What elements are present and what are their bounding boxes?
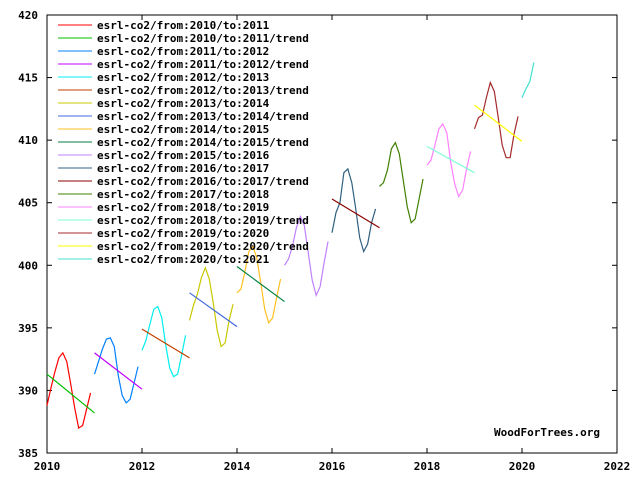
legend-label: esrl-co2/from:2017/to:2018 bbox=[97, 188, 269, 201]
legend-label: esrl-co2/from:2013/to:2014 bbox=[97, 97, 270, 110]
series-line bbox=[426, 122, 472, 198]
trend-line bbox=[141, 328, 190, 359]
trend-line bbox=[426, 145, 475, 174]
watermark: WoodForTrees.org bbox=[494, 426, 600, 439]
legend-label: esrl-co2/from:2013/to:2014/trend bbox=[97, 110, 309, 123]
legend-label: esrl-co2/from:2010/to:2011/trend bbox=[97, 32, 309, 45]
x-tick-label: 2018 bbox=[414, 460, 441, 473]
y-tick-label: 420 bbox=[18, 9, 38, 22]
y-tick-label: 400 bbox=[18, 259, 38, 272]
series-line bbox=[331, 167, 377, 254]
x-tick-label: 2020 bbox=[509, 460, 536, 473]
x-tick-label: 2012 bbox=[129, 460, 156, 473]
y-tick-label: 395 bbox=[18, 322, 38, 335]
legend-label: esrl-co2/from:2012/to:2013 bbox=[97, 71, 269, 84]
y-tick-label: 390 bbox=[18, 384, 38, 397]
legend-label: esrl-co2/from:2016/to:2017 bbox=[97, 162, 269, 175]
y-tick-label: 385 bbox=[18, 447, 38, 460]
series-line bbox=[283, 214, 329, 298]
trend-line bbox=[331, 198, 380, 229]
series-line bbox=[188, 266, 234, 348]
trend-line bbox=[474, 104, 523, 142]
trend-line bbox=[189, 292, 238, 328]
legend-label: esrl-co2/from:2019/to:2020 bbox=[97, 227, 269, 240]
legend-label: esrl-co2/from:2014/to:2015 bbox=[97, 123, 269, 136]
legend-label: esrl-co2/from:2019/to:2020/trend bbox=[97, 240, 309, 253]
legend-label: esrl-co2/from:2011/to:2012 bbox=[97, 45, 269, 58]
series-line bbox=[236, 245, 282, 325]
y-tick-label: 415 bbox=[18, 72, 38, 85]
y-tick-label: 405 bbox=[18, 197, 38, 210]
legend-label: esrl-co2/from:2014/to:2015/trend bbox=[97, 136, 309, 149]
trend-line bbox=[236, 266, 285, 303]
x-tick-label: 2014 bbox=[224, 460, 251, 473]
legend-label: esrl-co2/from:2018/to:2019/trend bbox=[97, 214, 309, 227]
series-line bbox=[141, 305, 187, 378]
legend-label: esrl-co2/from:2016/to:2017/trend bbox=[97, 175, 309, 188]
trend-line bbox=[46, 373, 95, 414]
legend-label: esrl-co2/from:2020/to:2021 bbox=[97, 253, 270, 266]
y-tick-label: 410 bbox=[18, 134, 38, 147]
x-tick-label: 2022 bbox=[604, 460, 631, 473]
legend-label: esrl-co2/from:2010/to:2011 bbox=[97, 19, 270, 32]
series-line bbox=[93, 337, 139, 404]
series-line bbox=[46, 351, 92, 429]
x-tick-label: 2016 bbox=[319, 460, 346, 473]
legend-label: esrl-co2/from:2012/to:2013/trend bbox=[97, 84, 309, 97]
legend-label: esrl-co2/from:2015/to:2016 bbox=[97, 149, 270, 162]
x-tick-label: 2010 bbox=[34, 460, 61, 473]
series-line bbox=[521, 62, 535, 98]
legend-label: esrl-co2/from:2011/to:2012/trend bbox=[97, 58, 309, 71]
legend-label: esrl-co2/from:2018/to:2019 bbox=[97, 201, 269, 214]
trend-line bbox=[94, 352, 143, 390]
series-line bbox=[379, 141, 424, 224]
series-line bbox=[473, 80, 519, 159]
